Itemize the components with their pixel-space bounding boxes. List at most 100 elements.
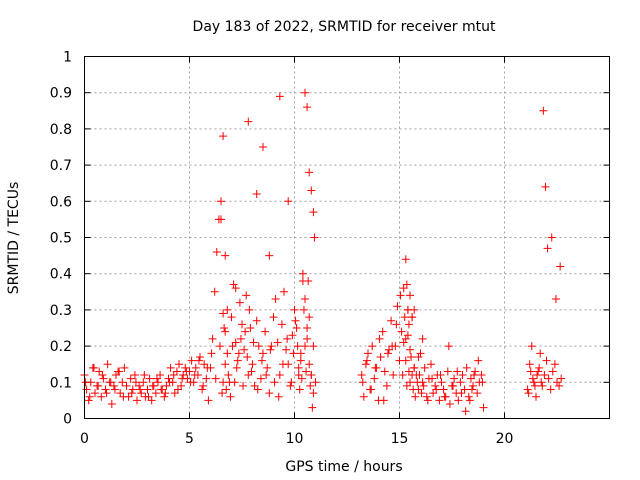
data-point xyxy=(457,389,466,398)
data-point xyxy=(288,331,297,340)
y-tick-label: 0.8 xyxy=(50,122,72,138)
data-point xyxy=(234,349,243,358)
data-point xyxy=(133,396,141,405)
data-point xyxy=(428,374,437,383)
data-point xyxy=(238,320,246,329)
data-point xyxy=(409,385,418,394)
data-point xyxy=(555,381,564,390)
data-point xyxy=(221,251,230,260)
data-point xyxy=(286,381,295,390)
data-point xyxy=(257,356,266,365)
data-point xyxy=(411,392,420,401)
data-point xyxy=(136,385,145,394)
data-point xyxy=(128,385,137,394)
data-point xyxy=(91,389,99,398)
data-point xyxy=(248,360,257,369)
data-point xyxy=(144,392,153,401)
data-point xyxy=(221,327,230,336)
data-point xyxy=(408,313,417,322)
data-point xyxy=(414,352,423,361)
data-point xyxy=(546,385,555,394)
data-point xyxy=(287,378,296,387)
data-point xyxy=(293,342,302,351)
data-point xyxy=(233,356,242,365)
data-point xyxy=(102,389,111,398)
data-point xyxy=(181,363,190,372)
data-point xyxy=(469,381,477,390)
data-point xyxy=(208,334,217,343)
data-point xyxy=(143,385,152,394)
data-point xyxy=(186,378,195,387)
data-point xyxy=(240,345,249,354)
data-point xyxy=(477,371,486,380)
data-point xyxy=(198,385,207,394)
data-point xyxy=(259,349,267,358)
data-point xyxy=(139,378,148,387)
data-point xyxy=(454,396,463,405)
y-tick-label: 0.5 xyxy=(50,231,72,247)
data-point xyxy=(527,342,536,351)
data-point xyxy=(544,374,553,383)
data-point xyxy=(182,367,191,376)
y-tick-label: 0.2 xyxy=(50,339,72,355)
data-point xyxy=(292,324,301,332)
chart-title: Day 183 of 2022, SRMTID for receiver mtu… xyxy=(193,19,496,35)
data-point xyxy=(84,396,93,405)
data-point xyxy=(236,334,245,343)
data-point xyxy=(465,396,474,405)
data-point xyxy=(244,117,253,126)
data-point xyxy=(178,374,187,383)
data-point xyxy=(232,363,241,372)
data-point xyxy=(307,186,316,195)
data-point xyxy=(418,334,427,343)
data-point xyxy=(253,385,262,394)
data-point xyxy=(389,371,398,380)
data-point xyxy=(265,251,274,260)
data-point xyxy=(478,378,487,387)
data-point xyxy=(166,363,175,372)
data-point xyxy=(301,342,309,351)
data-point xyxy=(439,385,448,394)
data-point xyxy=(303,334,312,343)
data-point xyxy=(422,392,431,401)
data-point xyxy=(122,381,131,390)
data-point xyxy=(540,371,549,380)
data-point xyxy=(252,190,261,199)
data-point xyxy=(415,371,424,380)
x-tick-label: 0 xyxy=(80,431,89,447)
data-point xyxy=(119,392,128,401)
data-point xyxy=(410,363,419,372)
data-point xyxy=(387,316,396,325)
data-point xyxy=(443,367,452,376)
data-point xyxy=(140,371,149,380)
data-point xyxy=(82,385,91,394)
data-point xyxy=(210,287,219,296)
data-point xyxy=(254,342,263,351)
data-point xyxy=(169,371,178,380)
y-tick-label: 0.3 xyxy=(50,303,72,319)
data-point xyxy=(305,360,314,369)
data-point xyxy=(289,349,298,358)
data-point xyxy=(191,363,200,372)
data-point xyxy=(275,92,284,101)
data-point xyxy=(103,360,112,369)
data-point xyxy=(529,378,538,387)
data-point xyxy=(420,363,429,372)
data-point xyxy=(305,313,314,322)
data-point xyxy=(400,313,409,322)
data-point xyxy=(533,371,542,380)
data-point xyxy=(263,363,272,372)
data-point xyxy=(154,378,162,387)
data-point xyxy=(291,316,300,325)
data-point xyxy=(556,262,565,271)
data-point xyxy=(283,334,292,343)
data-point xyxy=(199,381,208,390)
data-point xyxy=(308,403,317,412)
data-point xyxy=(165,378,174,387)
data-point xyxy=(534,367,543,376)
data-point xyxy=(408,371,417,380)
data-point xyxy=(226,392,235,401)
data-point xyxy=(157,385,166,394)
data-point xyxy=(535,363,544,372)
